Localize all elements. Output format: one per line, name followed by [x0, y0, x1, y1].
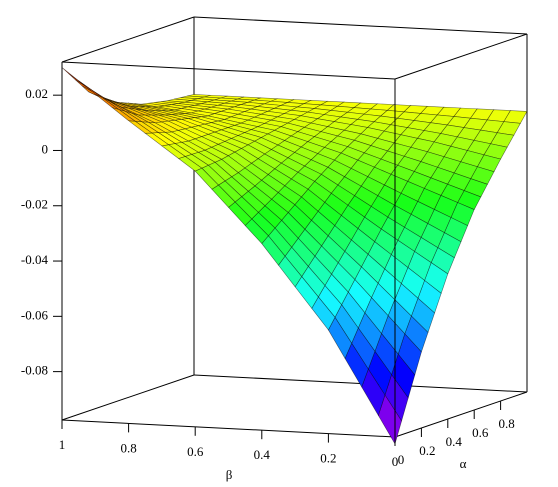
- y-axis-title: α: [460, 456, 467, 471]
- y-tick-label: 0.2: [419, 443, 435, 458]
- x-axis-title: β: [226, 467, 233, 482]
- x-tick-label: 0.6: [187, 444, 204, 459]
- z-tick-label: -0.06: [21, 307, 49, 322]
- x-tick-label: 0.8: [120, 440, 136, 455]
- box-edge: [193, 16, 528, 35]
- x-tick-label: 1: [59, 437, 66, 452]
- x-tick-label: 0.4: [254, 447, 271, 462]
- z-tick-label: -0.04: [21, 252, 49, 267]
- x-tick-label: 0: [392, 454, 399, 469]
- surface-patch: [61, 67, 86, 86]
- box-edge: [61, 61, 396, 80]
- box-edge: [394, 391, 528, 438]
- y-tick-label: 0.8: [498, 416, 514, 431]
- box-edge: [61, 16, 195, 63]
- box-edge: [61, 419, 396, 438]
- y-tick-label: 0: [398, 452, 405, 467]
- z-tick-label: -0.08: [21, 363, 48, 378]
- box-edge: [394, 33, 528, 80]
- z-tick-label: -0.02: [21, 197, 48, 212]
- y-tick-label: 0.6: [472, 425, 489, 440]
- y-tick-label: 0.4: [446, 434, 463, 449]
- z-tick-label: 0.02: [25, 86, 48, 101]
- box-edge: [61, 374, 195, 421]
- x-tick-label: 0.2: [320, 451, 336, 466]
- z-tick-label: 0: [42, 141, 49, 156]
